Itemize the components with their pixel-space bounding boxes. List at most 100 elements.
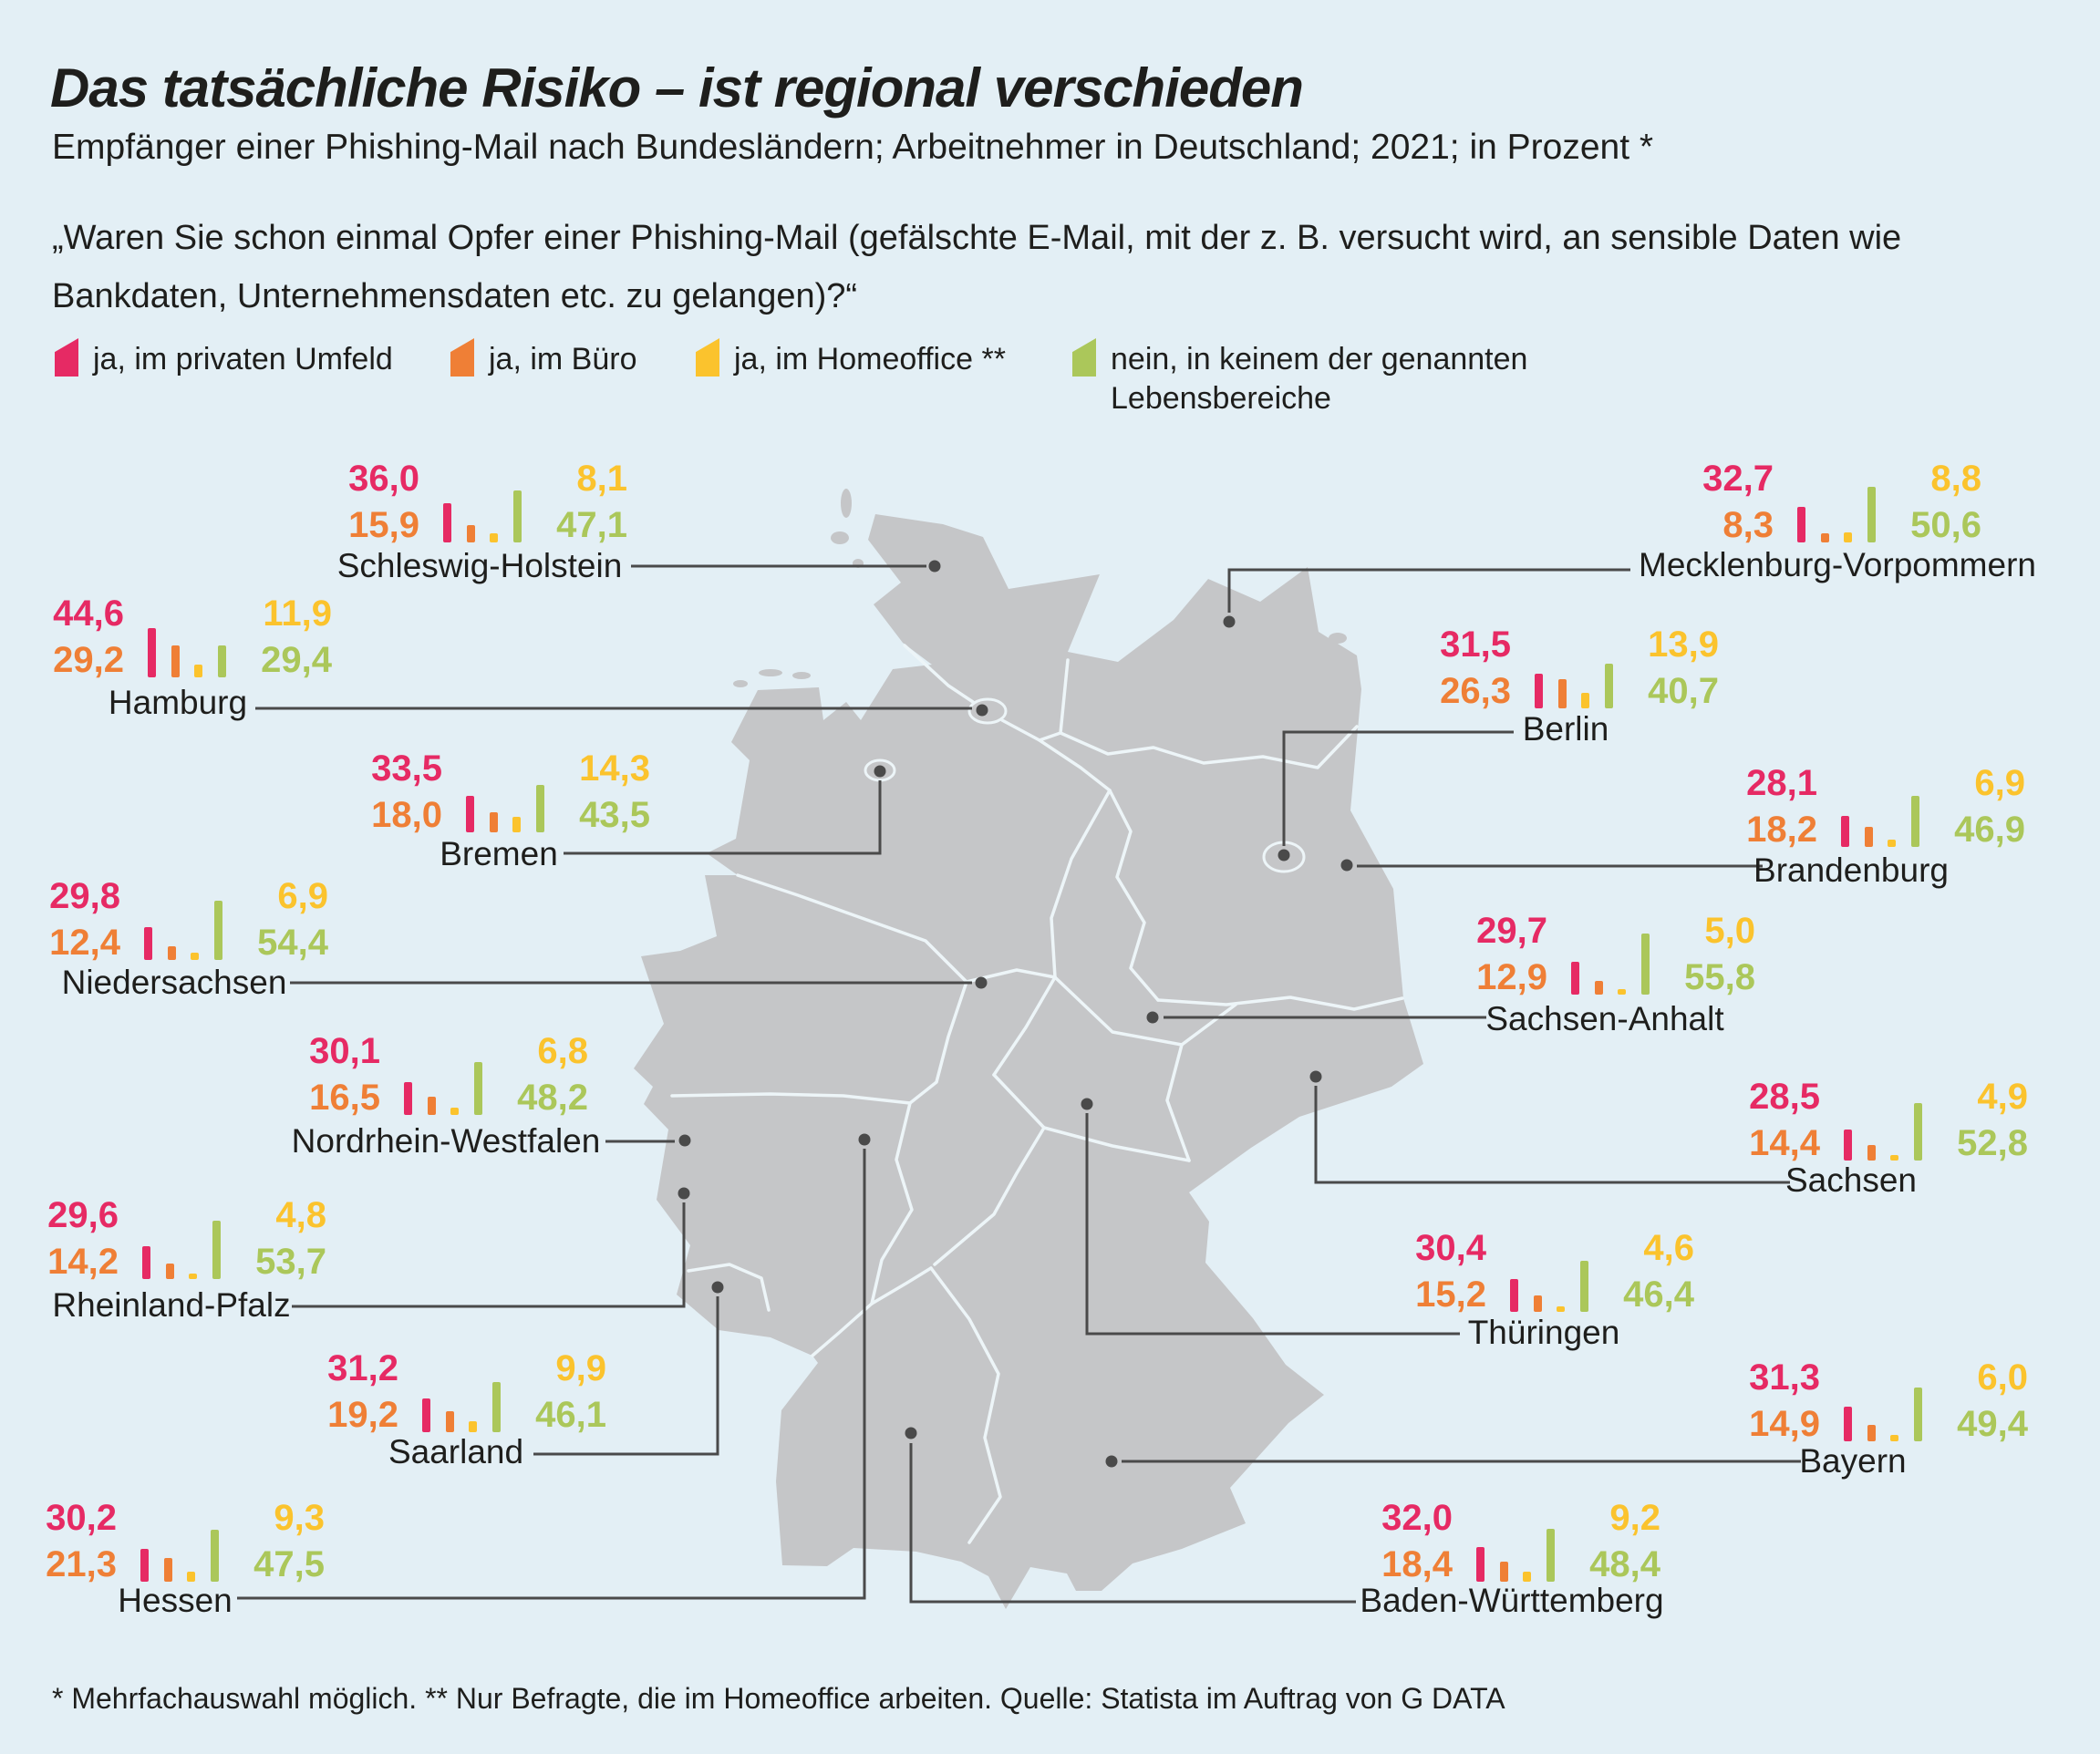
survey-question: „Waren Sie schon einmal Opfer einer Phis… xyxy=(52,219,1902,315)
state-label-thueringen: Thüringen xyxy=(1467,1314,1620,1351)
value-nein: 46,4 xyxy=(1623,1274,1694,1315)
legend-swatch-privat xyxy=(55,338,78,377)
state-block-sachsen: 28,5 14,4 4,9 52,8 xyxy=(1724,1074,2028,1167)
state-block-bayern: 31,3 14,9 6,0 49,4 xyxy=(1724,1355,2028,1448)
value-privat: 29,8 xyxy=(49,876,120,916)
state-block-saarland: 31,2 19,2 9,9 46,1 xyxy=(303,1346,606,1439)
value-privat: 29,7 xyxy=(1476,911,1547,951)
value-buero: 15,2 xyxy=(1415,1274,1486,1315)
value-buero: 16,5 xyxy=(309,1078,380,1118)
mini-bar-chart xyxy=(140,1516,219,1582)
value-nein: 50,6 xyxy=(1910,505,1981,545)
value-nein: 48,2 xyxy=(517,1078,588,1118)
footnote: * Mehrfachauswahl möglich. ** Nur Befrag… xyxy=(52,1682,1505,1715)
legend-item-homeoffice: ja, im Homeoffice ** xyxy=(696,338,1006,379)
value-homeoffice: 6,9 xyxy=(277,876,328,916)
state-label-hessen: Hessen xyxy=(118,1582,233,1619)
legend-item-buero: ja, im Büro xyxy=(450,338,637,379)
state-block-niedersachsen: 29,8 12,4 6,9 54,4 xyxy=(25,873,328,966)
value-privat: 36,0 xyxy=(348,459,419,499)
state-block-hamburg: 44,6 29,2 11,9 29,4 xyxy=(28,591,332,684)
state-block-thueringen: 30,4 15,2 4,6 46,4 xyxy=(1391,1225,1694,1318)
value-nein: 48,4 xyxy=(1589,1544,1660,1584)
value-nein: 53,7 xyxy=(255,1242,326,1282)
value-homeoffice: 9,9 xyxy=(555,1348,606,1388)
mini-bar-chart xyxy=(1844,1095,1922,1161)
mini-bar-chart xyxy=(144,894,222,960)
value-privat: 29,6 xyxy=(47,1195,119,1235)
state-block-brandenburg: 28,1 18,2 6,9 46,9 xyxy=(1722,760,2025,853)
value-nein: 46,9 xyxy=(1954,810,2025,850)
value-homeoffice: 9,3 xyxy=(274,1498,325,1538)
state-label-saarland: Saarland xyxy=(388,1433,524,1470)
value-nein: 40,7 xyxy=(1648,671,1719,711)
value-buero: 14,9 xyxy=(1749,1404,1820,1444)
legend-label: ja, im privaten Umfeld xyxy=(93,342,393,377)
page-title: Das tatsächliche Risiko – ist regional v… xyxy=(50,57,1304,119)
state-block-hessen: 30,2 21,3 9,3 47,5 xyxy=(21,1495,325,1588)
state-block-schleswig-holstein: 36,0 15,9 8,1 47,1 xyxy=(324,456,627,549)
value-privat: 31,3 xyxy=(1749,1357,1820,1398)
value-buero: 21,3 xyxy=(46,1544,117,1584)
legend-label: ja, im Büro xyxy=(489,342,637,377)
value-privat: 28,5 xyxy=(1749,1077,1820,1117)
legend-item-nein: nein, in keinem der genannten Lebensbere… xyxy=(1072,338,1530,418)
state-label-mecklenburg-vorpommern: Mecklenburg-Vorpommern xyxy=(1639,546,2036,583)
value-homeoffice: 4,8 xyxy=(275,1195,326,1235)
value-privat: 28,1 xyxy=(1746,763,1817,803)
mini-bar-chart xyxy=(1571,929,1650,995)
value-privat: 30,1 xyxy=(309,1031,380,1071)
state-label-baden-wuerttemberg: Baden-Württemberg xyxy=(1360,1582,1664,1619)
value-homeoffice: 13,9 xyxy=(1648,624,1719,665)
mini-bar-chart xyxy=(443,477,522,542)
value-nein: 52,8 xyxy=(1957,1123,2028,1163)
mini-bar-chart xyxy=(422,1367,501,1432)
value-nein: 46,1 xyxy=(535,1395,606,1435)
legend-swatch-nein xyxy=(1072,338,1096,377)
state-label-sachsen-anhalt: Sachsen-Anhalt xyxy=(1485,1000,1724,1037)
state-block-baden-wuerttemberg: 32,0 18,4 9,2 48,4 xyxy=(1357,1495,1660,1588)
mini-bar-chart xyxy=(1535,643,1613,708)
value-privat: 30,4 xyxy=(1415,1228,1486,1268)
germany-outline xyxy=(634,514,1423,1609)
value-homeoffice: 9,2 xyxy=(1609,1498,1660,1538)
value-nein: 29,4 xyxy=(261,640,332,680)
value-homeoffice: 11,9 xyxy=(263,593,332,634)
value-privat: 30,2 xyxy=(46,1498,117,1538)
state-label-rheinland-pfalz: Rheinland-Pfalz xyxy=(52,1286,291,1324)
state-block-berlin: 31,5 26,3 13,9 40,7 xyxy=(1415,622,1719,715)
value-nein: 55,8 xyxy=(1684,957,1755,997)
value-nein: 43,5 xyxy=(579,795,650,835)
state-label-nordrhein-westfalen: Nordrhein-Westfalen xyxy=(291,1122,601,1160)
state-block-rheinland-pfalz: 29,6 14,2 4,8 53,7 xyxy=(23,1192,326,1285)
state-block-bremen: 33,5 18,0 14,3 43,5 xyxy=(347,746,650,839)
value-buero: 15,9 xyxy=(348,505,419,545)
state-block-mecklenburg-vorpommern: 32,7 8,3 8,8 50,6 xyxy=(1678,456,1981,549)
mini-bar-chart xyxy=(1510,1246,1588,1312)
mini-bar-chart xyxy=(1797,477,1876,542)
value-buero: 14,4 xyxy=(1749,1123,1820,1163)
state-label-hamburg: Hamburg xyxy=(108,684,248,721)
value-buero: 19,2 xyxy=(327,1395,398,1435)
value-buero: 18,2 xyxy=(1746,810,1817,850)
state-block-sachsen-anhalt: 29,7 12,9 5,0 55,8 xyxy=(1452,908,1755,1001)
value-buero: 12,9 xyxy=(1476,957,1547,997)
state-label-brandenburg: Brandenburg xyxy=(1753,851,1949,889)
state-label-schleswig-holstein: Schleswig-Holstein xyxy=(336,547,623,584)
value-homeoffice: 6,8 xyxy=(537,1031,588,1071)
value-privat: 32,7 xyxy=(1702,459,1774,499)
value-privat: 33,5 xyxy=(371,748,442,789)
island-specks xyxy=(733,489,1347,687)
value-buero: 18,0 xyxy=(371,795,442,835)
value-privat: 44,6 xyxy=(53,593,124,634)
value-buero: 26,3 xyxy=(1440,671,1511,711)
legend-label: nein, in keinem der genannten Lebensbere… xyxy=(1111,342,1528,416)
value-buero: 29,2 xyxy=(53,640,124,680)
value-homeoffice: 14,3 xyxy=(579,748,650,789)
legend-swatch-homeoffice xyxy=(696,338,719,377)
value-privat: 31,5 xyxy=(1440,624,1511,665)
value-buero: 12,4 xyxy=(49,923,120,963)
state-label-niedersachsen: Niedersachsen xyxy=(61,964,287,1001)
mini-bar-chart xyxy=(404,1049,482,1115)
